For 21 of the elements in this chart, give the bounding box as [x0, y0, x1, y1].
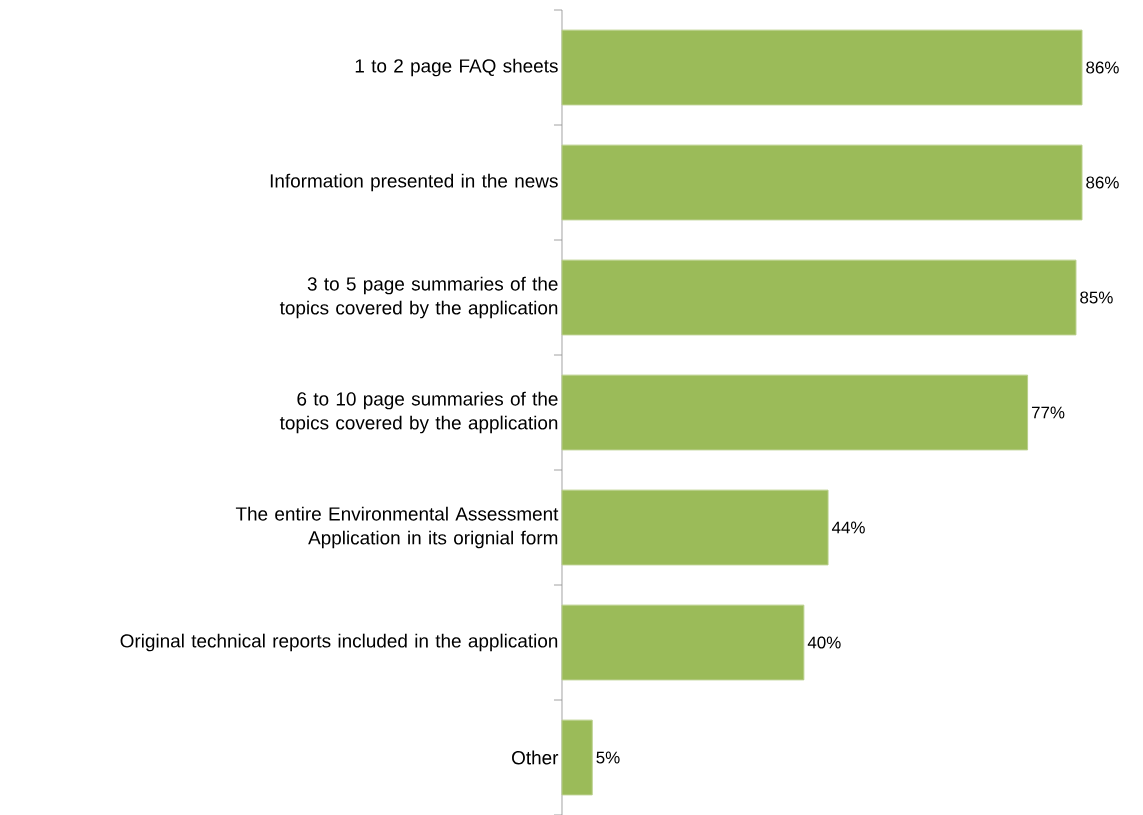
- y-tick-label: 3 to 5 page summaries of the topics covered by the application: [279, 276, 558, 319]
- y-tick-label: Original technical reports included in the application: [120, 633, 558, 652]
- bar: [561, 604, 805, 681]
- bar: [561, 144, 1083, 221]
- y-tick-label: 1 to 2 page FAQ sheets: [355, 58, 558, 77]
- data-label: 5%: [596, 751, 620, 764]
- bar: [561, 29, 1083, 106]
- data-label: 40%: [807, 636, 841, 649]
- y-tick-label: The entire Environmental Assessment Application in its orignial form: [235, 506, 559, 549]
- data-label: 86%: [1086, 176, 1119, 189]
- bar: [561, 719, 593, 796]
- y-tick-label: Information presented in the news: [270, 173, 558, 192]
- bar: [561, 374, 1029, 451]
- bar: [561, 489, 829, 566]
- data-label: 77%: [1031, 406, 1065, 419]
- data-label: 44%: [831, 521, 865, 534]
- y-tick-label: Other: [512, 750, 559, 765]
- data-label: 85%: [1080, 291, 1113, 304]
- bar: [561, 259, 1077, 336]
- y-tick-label: 6 to 10 page summaries of the topics covered by the application: [279, 391, 558, 434]
- data-label: 86%: [1086, 61, 1119, 74]
